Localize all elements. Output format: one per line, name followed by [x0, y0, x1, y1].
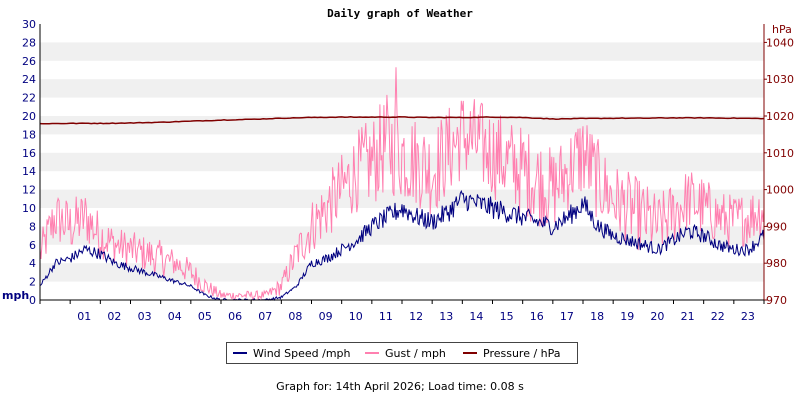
x-tick-label: 20	[650, 310, 664, 323]
legend-gust-swatch	[365, 352, 379, 354]
x-tick-label: 08	[288, 310, 302, 323]
chart-title: Daily graph of Weather	[327, 7, 473, 20]
legend-gust: Gust / mph	[365, 347, 446, 360]
left-axis-unit: mph	[2, 289, 29, 302]
chart-legend: Wind Speed /mph Gust / mph Pressure / hP…	[226, 342, 578, 364]
left-tick-label: 6	[29, 239, 36, 252]
x-tick-label: 16	[530, 310, 544, 323]
left-tick-label: 2	[29, 276, 36, 289]
left-tick-label: 12	[22, 184, 36, 197]
legend-pressure-label: Pressure / hPa	[483, 347, 561, 360]
left-tick-label: 22	[22, 92, 36, 105]
x-tick-label: 11	[379, 310, 393, 323]
right-tick-label: 1010	[766, 147, 794, 160]
legend-gust-label: Gust / mph	[385, 347, 446, 360]
legend-pressure: Pressure / hPa	[463, 347, 561, 360]
left-tick-label: 10	[22, 202, 36, 215]
x-tick-label: 17	[560, 310, 574, 323]
x-tick-label: 07	[258, 310, 272, 323]
x-tick-label: 01	[77, 310, 91, 323]
wind-line	[39, 189, 765, 302]
right-tick-label: 1000	[766, 184, 794, 197]
grid-band	[40, 226, 764, 245]
x-tick-label: 03	[138, 310, 152, 323]
right-tick-label: 990	[766, 220, 787, 233]
grid-band	[40, 116, 764, 135]
pressure-line	[39, 116, 765, 125]
right-tick-label: 980	[766, 257, 787, 270]
x-tick-label: 12	[409, 310, 423, 323]
left-tick-label: 26	[22, 55, 36, 68]
legend-wind-swatch	[233, 352, 247, 354]
left-tick-label: 4	[29, 257, 36, 270]
right-axis-unit: hPa	[772, 23, 792, 36]
x-tick-label: 02	[107, 310, 121, 323]
x-tick-label: 18	[590, 310, 604, 323]
x-tick-label: 10	[349, 310, 363, 323]
gust-line	[39, 67, 765, 301]
right-tick-label: 1030	[766, 73, 794, 86]
x-tick-label: 13	[439, 310, 453, 323]
axes	[39, 24, 765, 301]
x-tick-label: 14	[469, 310, 483, 323]
grid-band	[40, 79, 764, 98]
wind-series	[39, 189, 765, 302]
x-tick-label: 04	[168, 310, 182, 323]
left-tick-label: 24	[22, 73, 36, 86]
x-axis-ticks: 01 02 03 04 05 06 07 08 09 10 11 12 13 14 15 16 17 18 19 20…	[39, 300, 765, 323]
left-tick-label: 0	[29, 294, 36, 307]
left-tick-label: 18	[22, 128, 36, 141]
left-tick-label: 16	[22, 147, 36, 160]
pressure-series	[39, 116, 765, 125]
gust-series	[39, 67, 765, 301]
x-tick-label: 19	[620, 310, 634, 323]
footer-status: Graph for: 14th April 2026; Load time: 0…	[276, 380, 524, 393]
legend-wind-label: Wind Speed /mph	[253, 347, 351, 360]
grid-band	[40, 263, 764, 282]
left-tick-label: 8	[29, 220, 36, 233]
x-tick-label: 15	[500, 310, 514, 323]
left-tick-label: 28	[22, 36, 36, 49]
x-tick-label: 09	[319, 310, 333, 323]
x-tick-label: 05	[198, 310, 212, 323]
legend-wind: Wind Speed /mph	[233, 347, 351, 360]
grid-band	[40, 42, 764, 61]
x-tick-label: 22	[711, 310, 725, 323]
legend-pressure-swatch	[463, 352, 477, 354]
x-tick-label: 21	[681, 310, 695, 323]
x-tick-label: 23	[741, 310, 755, 323]
left-tick-label: 20	[22, 110, 36, 123]
left-tick-label: 14	[22, 165, 36, 178]
right-tick-label: 1040	[766, 36, 794, 49]
right-tick-label: 970	[766, 294, 787, 307]
x-tick-label: 06	[228, 310, 242, 323]
right-axis-ticks: 970 980 990 1000 1010 1020 1030 1040	[764, 36, 794, 307]
right-tick-label: 1020	[766, 110, 794, 123]
left-tick-label: 30	[22, 18, 36, 31]
